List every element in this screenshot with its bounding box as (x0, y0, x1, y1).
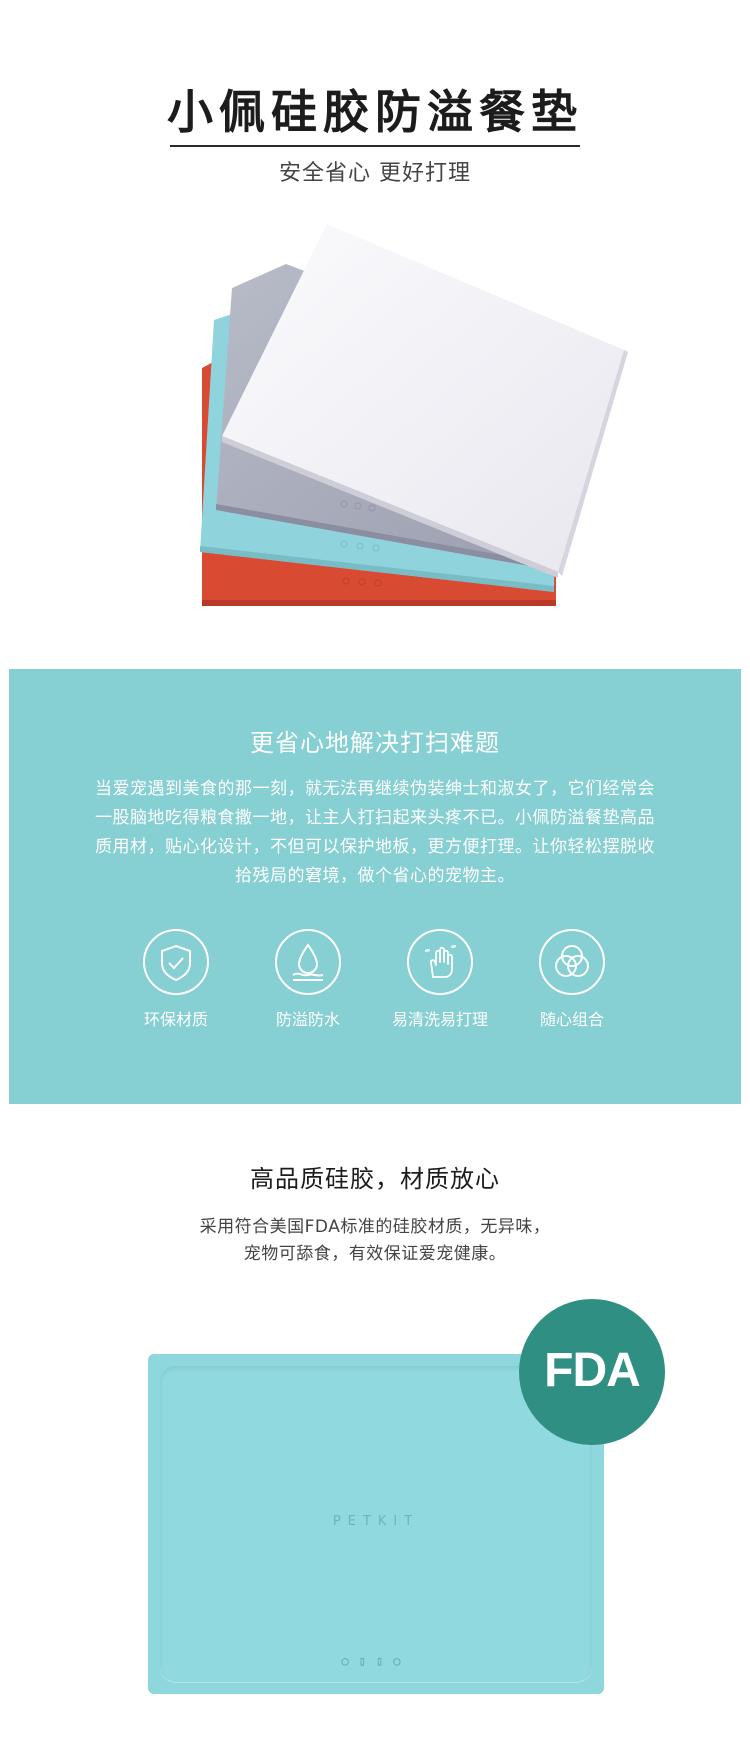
quality-heading: 高品质硅胶，材质放心 (250, 1165, 500, 1193)
mat-inner-tray (160, 1366, 592, 1682)
fda-badge (519, 1299, 665, 1445)
page-subtitle: 安全省心 更好打理 (279, 161, 471, 186)
feature-label-easy-clean: 易清洗易打理 (391, 1010, 488, 1029)
feature-band-paragraph: 当爱宠遇到美食的那一刻，就无法再继续伪装绅士和淑女了，它们经常会一股脑地吃得粮食… (95, 779, 655, 886)
page-title: 小佩硅胶防溢餐垫 (167, 85, 583, 139)
feature-label-combination: 随心组合 (539, 1010, 604, 1029)
feature-label-eco: 环保材质 (143, 1010, 208, 1029)
overlapping-circles-icon (539, 929, 605, 995)
shield-check-icon (143, 929, 209, 995)
feature-label-waterproof: 防溢防水 (275, 1010, 340, 1029)
hand-sparkle-icon (407, 929, 473, 995)
mat-brand-logo: PETKIT (332, 1514, 420, 1529)
fda-badge-text: FDA (544, 1344, 641, 1397)
water-drop-icon (275, 929, 341, 995)
title-underline (170, 145, 580, 147)
quality-paragraph: 采用符合美国FDA标准的硅胶材质，无异味，宠物可舔食，有效保证爱宠健康。 (199, 1217, 551, 1264)
hero-mats-image (200, 224, 628, 606)
white-mat (222, 224, 624, 572)
feature-band (9, 669, 741, 1104)
mat-embossed-marks: ○▯▯○ (341, 1654, 411, 1668)
feature-band-heading: 更省心地解决打扫难题 (250, 729, 500, 757)
